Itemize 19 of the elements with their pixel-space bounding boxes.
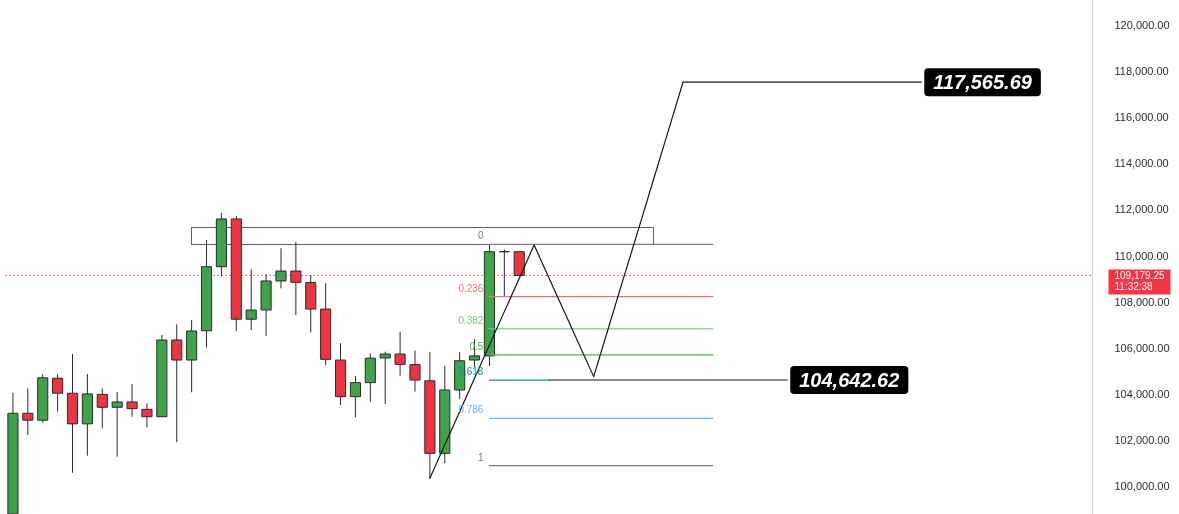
y-tick-label: 116,000.00: [1114, 111, 1169, 124]
y-tick-label: 106,000.00: [1114, 341, 1170, 354]
y-tick-label: 100,000.00: [1114, 480, 1170, 493]
y-tick-label: 112,000.00: [1114, 203, 1169, 216]
series-label: 0.382: [458, 314, 484, 326]
y-tick-label: 120,000.00: [1114, 19, 1170, 32]
y-tick-label: 108,000.00: [1114, 295, 1170, 308]
data-label: 104,642.62: [799, 368, 900, 391]
series-label: 1: [477, 451, 484, 463]
series-label: 0: [477, 230, 484, 242]
text: 11:32:38: [1114, 280, 1154, 292]
y-tick-label: 110,000.00: [1114, 249, 1169, 262]
y-tick-label: 118,000.00: [1114, 65, 1169, 78]
y-tick-label: 102,000.00: [1114, 433, 1170, 446]
series-label: 0.236: [458, 282, 484, 294]
ref-line-label: 109,179.25: [1114, 269, 1165, 281]
y-tick-label: 104,000.00: [1114, 387, 1170, 400]
y-tick-label: 114,000.00: [1114, 157, 1169, 170]
data-label: 117,565.69: [933, 70, 1033, 93]
